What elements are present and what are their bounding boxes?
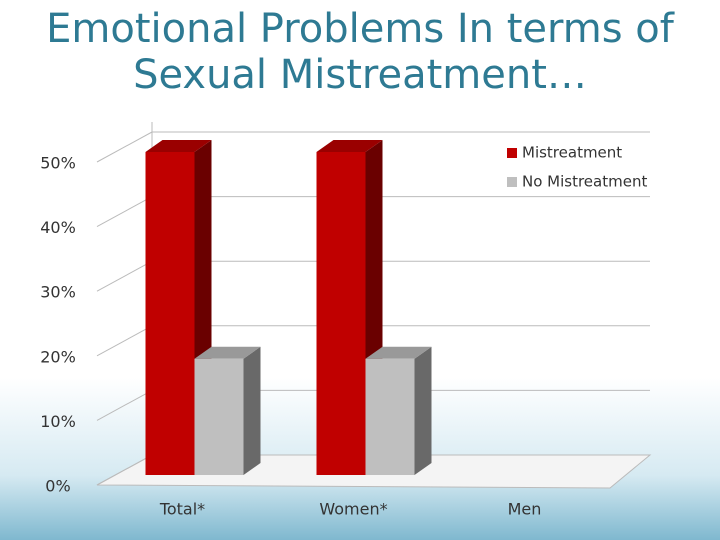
y-tick-label: 0% bbox=[45, 477, 70, 496]
bar bbox=[145, 152, 195, 475]
bar bbox=[194, 358, 244, 475]
bar-side bbox=[414, 346, 432, 475]
x-tick-label: Women* bbox=[319, 500, 387, 519]
bar-top bbox=[316, 140, 383, 152]
bar bbox=[365, 358, 415, 475]
legend-label: Mistreatment bbox=[522, 144, 622, 162]
x-tick-label: Total* bbox=[159, 500, 205, 519]
y-tick-label: 30% bbox=[40, 283, 76, 302]
grid-line bbox=[96, 260, 153, 292]
grid-line bbox=[96, 389, 153, 421]
grid-line bbox=[96, 325, 153, 357]
legend-swatch bbox=[507, 177, 517, 187]
y-tick-label: 20% bbox=[40, 347, 76, 366]
bar-side bbox=[243, 346, 261, 475]
legend-label: No Mistreatment bbox=[522, 173, 647, 191]
bar-top bbox=[145, 140, 212, 152]
bar bbox=[316, 152, 366, 475]
bar-top bbox=[365, 346, 432, 359]
chart-title: Emotional Problems In terms of Sexual Mi… bbox=[46, 6, 674, 98]
y-tick-label: 10% bbox=[40, 412, 76, 431]
grid-line bbox=[96, 454, 153, 486]
legend-swatch bbox=[507, 148, 517, 158]
grid-line bbox=[96, 131, 153, 163]
y-tick-label: 40% bbox=[40, 218, 76, 237]
grid-line bbox=[96, 196, 153, 228]
y-tick-label: 50% bbox=[40, 154, 76, 173]
x-tick-label: Men bbox=[508, 500, 542, 519]
bar-top bbox=[194, 346, 261, 359]
